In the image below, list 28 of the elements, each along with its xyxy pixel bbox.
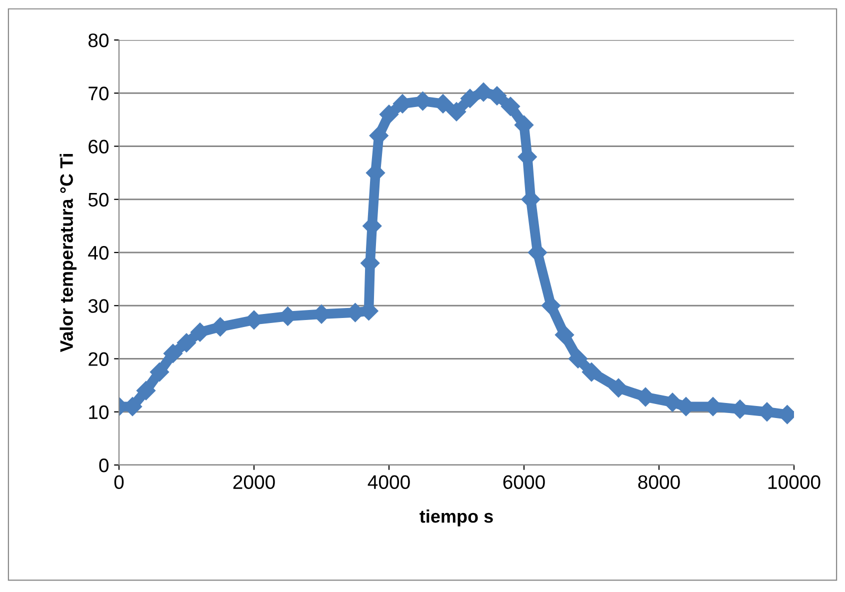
y-tick-label: 20 (88, 352, 109, 366)
point (379, 104, 399, 124)
x-axis-title: tiempo s (420, 510, 493, 526)
y-tick-label: 60 (88, 140, 109, 154)
y-axis-title: Valor temperatura °C Ti (60, 154, 77, 352)
point (163, 344, 183, 363)
point (460, 88, 480, 108)
x-tick-label: 0 (114, 475, 124, 490)
y-tick-label: 10 (89, 405, 109, 420)
x-tick-label: 10000 (768, 475, 820, 490)
x-tick-label: 4000 (368, 475, 410, 490)
point (136, 381, 156, 400)
x-tick-label: 8000 (638, 475, 680, 490)
point (150, 362, 170, 382)
y-tick-label: 80 (88, 33, 109, 48)
point (446, 102, 466, 122)
point (554, 325, 574, 344)
point (568, 349, 588, 368)
y-tick-label: 40 (88, 246, 109, 260)
x-tick-label: 2000 (233, 475, 275, 490)
x-tick-label: 6000 (503, 475, 545, 490)
point (582, 362, 602, 382)
point (500, 96, 520, 116)
y-tick-label: 50 (88, 192, 109, 207)
y-tick-label: 30 (88, 299, 109, 313)
point (176, 333, 196, 352)
y-tick-label: 70 (88, 86, 109, 100)
y-tick-label: 0 (99, 458, 109, 472)
